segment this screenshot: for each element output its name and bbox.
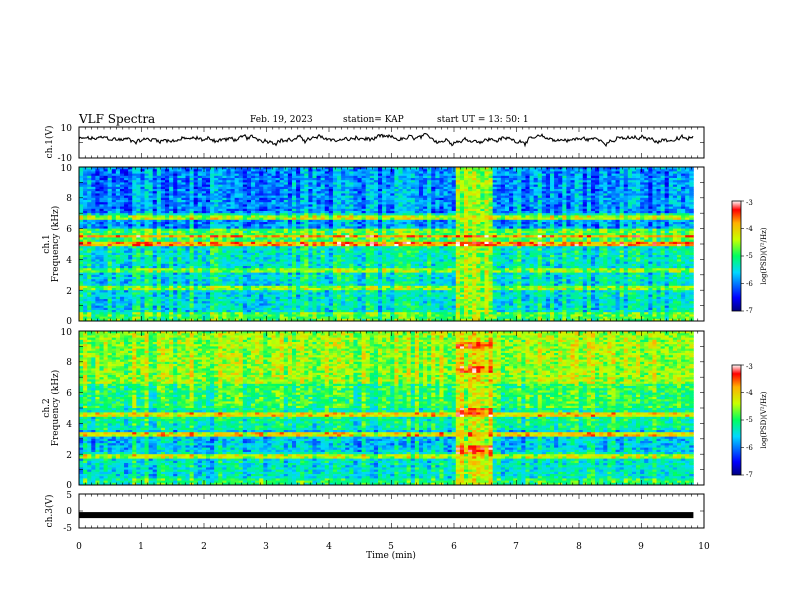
ch1-waveform-ticks bbox=[79, 127, 704, 158]
ch1-waveform-ylabel: ch.1(V) bbox=[44, 126, 55, 159]
ch1-waveform-line bbox=[79, 134, 693, 146]
ch1-spectrogram-panel: 0 2 4 6 8 10 ch.1 Frequency (kHz) -3 -4 … bbox=[42, 164, 768, 327]
ch1-spectrogram-image bbox=[79, 167, 694, 321]
start-time-label: start UT = 13: 50: 1 bbox=[437, 115, 529, 125]
vlf-spectra-figure: VLF Spectra Feb. 19, 2023 station= KAP s… bbox=[0, 0, 792, 612]
ch1-ytick-bottom: -10 bbox=[58, 154, 73, 164]
ch1-waveform-panel: 10 -10 ch.1(V) bbox=[44, 124, 704, 164]
figure-title: VLF Spectra bbox=[78, 112, 155, 126]
date-label: Feb. 19, 2023 bbox=[250, 115, 313, 125]
ch1-ytick-top: 10 bbox=[61, 124, 73, 134]
station-label: station= KAP bbox=[343, 115, 404, 125]
